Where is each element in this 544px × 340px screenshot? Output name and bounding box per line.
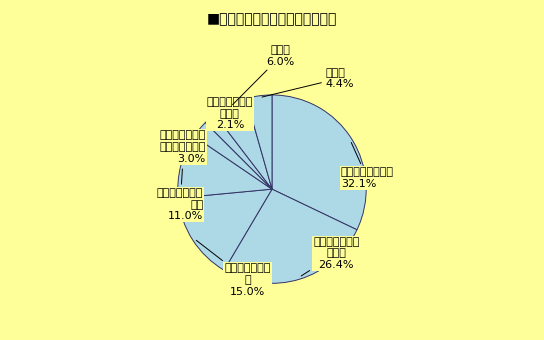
Wedge shape (178, 136, 272, 198)
Wedge shape (215, 99, 272, 189)
Text: 無回答
4.4%: 無回答 4.4% (262, 68, 354, 97)
Text: 机などの下にも
ぐった
2.1%: 机などの下にも ぐった 2.1% (207, 97, 253, 130)
Text: 慌てて外へ逃げ
た
15.0%: 慌てて外へ逃げ た 15.0% (196, 240, 271, 296)
Text: 衣類や布団をか
ぶった
26.4%: 衣類や布団をか ぶった 26.4% (301, 237, 360, 276)
Wedge shape (272, 95, 366, 230)
Wedge shape (224, 189, 357, 283)
Text: ガスの元栓を締
めた
11.0%: ガスの元栓を締 めた 11.0% (157, 169, 203, 221)
Wedge shape (246, 95, 272, 189)
Text: 火を使っていた
のですぐ消した
3.0%: 火を使っていた のですぐ消した 3.0% (159, 131, 206, 164)
Wedge shape (206, 114, 272, 189)
Wedge shape (194, 122, 272, 189)
Wedge shape (178, 189, 272, 270)
Text: 何もできなかった
32.1%: 何もできなかった 32.1% (341, 142, 394, 189)
Text: その他
6.0%: その他 6.0% (233, 45, 295, 105)
Title: ■地震が発生したときの初期行動: ■地震が発生したときの初期行動 (207, 12, 337, 26)
